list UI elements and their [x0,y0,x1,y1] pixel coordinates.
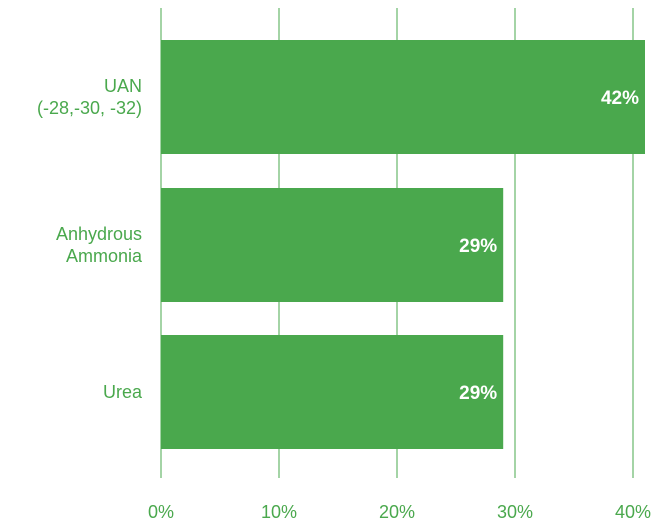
bar-0 [161,40,645,154]
category-label-0: UAN (-28,-30, -32) [37,76,142,118]
bar-1 [161,188,504,302]
category-label-1: Anhydrous Ammonia [56,224,143,266]
category-label-line: UAN [104,76,142,96]
x-tick-label: 0% [148,502,174,522]
bars: 42% 29% 29% [161,40,645,449]
x-tick-label: 20% [379,502,415,522]
data-label-2: 29% [459,383,497,404]
x-axis-ticks: 0% 10% 20% 30% 40% [148,502,651,522]
data-label-0: 42% [601,88,639,109]
category-label-2: Urea [103,382,143,402]
category-label-line: (-28,-30, -32) [37,98,142,118]
category-label-line: Urea [103,382,143,402]
x-tick-label: 40% [615,502,651,522]
data-label-1: 29% [459,236,497,257]
bar-2 [161,335,504,449]
category-labels: UAN (-28,-30, -32) Anhydrous Ammonia Urea [37,76,143,402]
category-label-line: Ammonia [66,246,143,266]
x-tick-label: 10% [261,502,297,522]
x-tick-label: 30% [497,502,533,522]
category-label-line: Anhydrous [56,224,142,244]
